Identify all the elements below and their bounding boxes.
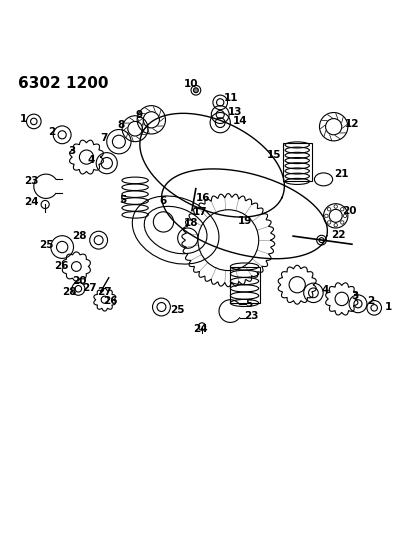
Text: 26: 26 bbox=[103, 296, 117, 306]
Text: 14: 14 bbox=[232, 116, 247, 126]
Text: 4: 4 bbox=[88, 155, 95, 165]
Text: 1: 1 bbox=[385, 302, 392, 312]
Text: 16: 16 bbox=[196, 192, 211, 203]
Text: 23: 23 bbox=[244, 311, 259, 321]
Text: 24: 24 bbox=[193, 324, 208, 334]
Text: 28: 28 bbox=[62, 287, 77, 297]
Text: 19: 19 bbox=[237, 216, 252, 226]
Text: 2: 2 bbox=[49, 126, 55, 136]
Text: 4: 4 bbox=[322, 285, 329, 295]
Text: 10: 10 bbox=[184, 79, 198, 89]
Text: 27: 27 bbox=[98, 287, 112, 297]
Text: 3: 3 bbox=[69, 146, 76, 156]
Text: 22: 22 bbox=[331, 230, 346, 240]
Text: 24: 24 bbox=[24, 197, 39, 207]
Text: 1: 1 bbox=[20, 114, 27, 124]
Text: 7: 7 bbox=[100, 133, 108, 143]
Text: 3: 3 bbox=[351, 290, 358, 301]
Text: 20: 20 bbox=[342, 206, 356, 215]
Text: 5: 5 bbox=[119, 195, 126, 205]
Text: 12: 12 bbox=[345, 119, 359, 129]
Text: 25: 25 bbox=[171, 305, 185, 315]
Text: 9: 9 bbox=[135, 110, 143, 120]
Text: 25: 25 bbox=[39, 240, 53, 251]
Text: 8: 8 bbox=[118, 120, 124, 130]
Text: 17: 17 bbox=[193, 207, 207, 217]
Text: 23: 23 bbox=[24, 175, 39, 185]
Text: 21: 21 bbox=[335, 169, 349, 179]
Circle shape bbox=[193, 88, 198, 93]
Text: 5: 5 bbox=[245, 299, 252, 309]
Text: 18: 18 bbox=[184, 218, 198, 228]
Text: 15: 15 bbox=[266, 150, 281, 160]
Text: 28: 28 bbox=[72, 231, 86, 241]
Text: 13: 13 bbox=[228, 107, 242, 117]
Text: 6302 1200: 6302 1200 bbox=[18, 76, 108, 91]
Text: 26: 26 bbox=[54, 261, 69, 271]
Text: 20: 20 bbox=[72, 276, 86, 286]
Text: 6: 6 bbox=[159, 196, 166, 206]
Text: 2: 2 bbox=[367, 296, 375, 306]
Text: 27: 27 bbox=[82, 282, 97, 293]
Text: 11: 11 bbox=[224, 93, 239, 103]
